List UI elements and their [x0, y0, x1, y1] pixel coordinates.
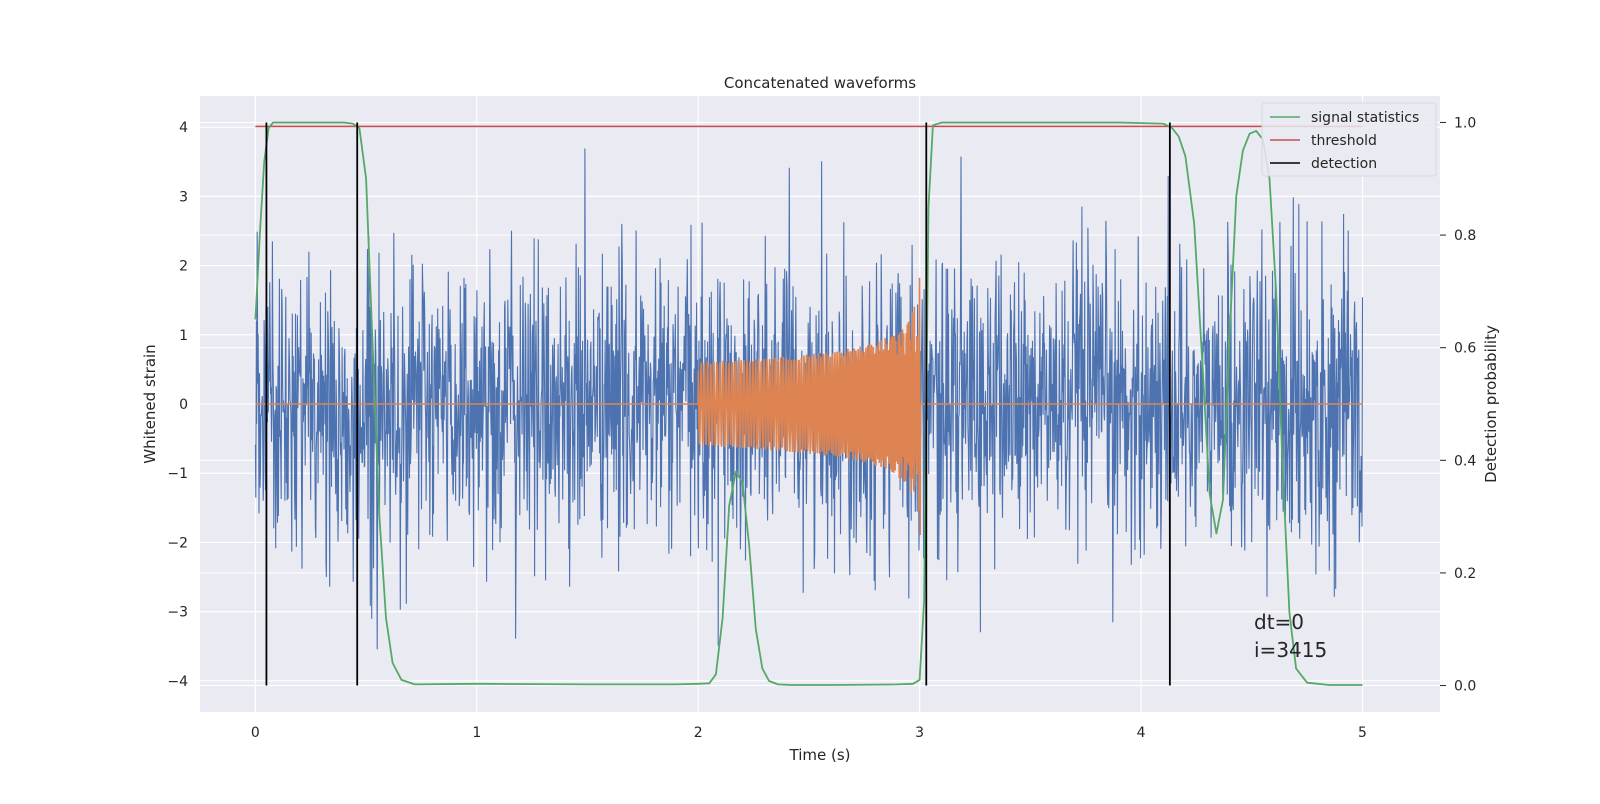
legend-frame — [1261, 102, 1437, 177]
x-tick-label: 2 — [694, 725, 703, 741]
x-tick-label: 0 — [251, 725, 260, 741]
y-tick-label: −4 — [167, 674, 188, 690]
y-tick-label: −3 — [167, 605, 188, 621]
waveform-layer — [255, 277, 1363, 536]
y-tick-label: 4 — [179, 120, 188, 136]
x-tick-labels: 0 1 2 3 4 5 — [251, 725, 1367, 741]
y2-tick-label: 0.6 — [1454, 341, 1476, 357]
annotation-index: i=3415 — [1254, 638, 1327, 662]
legend-label-detection: detection — [1311, 156, 1377, 172]
y2-tick-labels: 0.0 0.2 0.4 0.6 0.8 1.0 — [1440, 115, 1476, 695]
stat-layer — [254, 121, 1363, 686]
y2-tick-label: 1.0 — [1454, 115, 1476, 131]
y2-tick-label: 0.4 — [1454, 453, 1476, 469]
chart-title: Concatenated waveforms — [724, 74, 916, 92]
y2-tick-label: 0.0 — [1454, 679, 1476, 695]
x-tick-label: 1 — [472, 725, 481, 741]
y2-axis-label: Detection probability — [1482, 325, 1500, 483]
y2-tick-label: 0.2 — [1454, 566, 1476, 582]
legend: signal statistics threshold detection — [1261, 102, 1437, 177]
y-tick-label: 0 — [179, 397, 188, 413]
y-tick-label: −1 — [167, 466, 188, 482]
y-tick-label: 2 — [179, 259, 188, 275]
x-tick-label: 3 — [915, 725, 924, 741]
x-axis-label: Time (s) — [789, 746, 851, 764]
legend-label-signal-statistics: signal statistics — [1311, 110, 1419, 126]
y2-tick-label: 0.8 — [1454, 228, 1476, 244]
legend-label-threshold: threshold — [1311, 133, 1377, 149]
y-tick-label: −2 — [167, 535, 188, 551]
y-axis-label: Whitened strain — [141, 344, 159, 463]
y-tick-label: 3 — [179, 189, 188, 205]
detection-layer — [265, 122, 1171, 686]
waveform-series-line — [255, 277, 1363, 536]
y-tick-label: 1 — [179, 328, 188, 344]
x-tick-label: 4 — [1137, 725, 1146, 741]
annotation: dt=0 i=3415 — [1254, 610, 1327, 662]
signal-statistics-line — [254, 121, 1363, 686]
x-tick-label: 5 — [1358, 725, 1367, 741]
y-tick-labels: −4 −3 −2 −1 0 1 2 3 4 — [167, 120, 188, 690]
annotation-dt: dt=0 — [1254, 610, 1304, 634]
